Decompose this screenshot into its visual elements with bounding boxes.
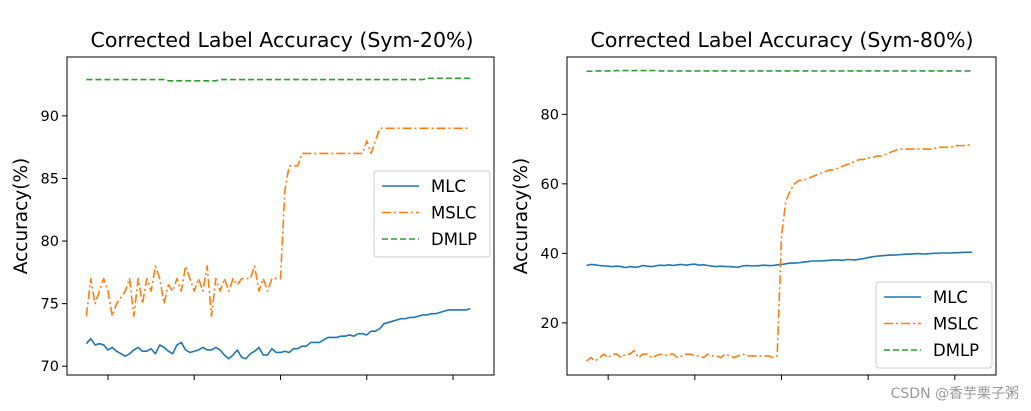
legend: MLC MSLC DMLP bbox=[373, 170, 491, 258]
chart-title: Corrected Label Accuracy (Sym-20%) bbox=[91, 28, 474, 52]
chart-sym-80: Corrected Label Accuracy (Sym-80%) Accura… bbox=[511, 28, 997, 380]
y-axis-label: Accuracy(%) bbox=[11, 158, 32, 274]
y-tick-label: 75 bbox=[41, 297, 59, 313]
legend-label-mslc: MSLC bbox=[431, 204, 476, 223]
chart-sym-20: Corrected Label Accuracy (Sym-20%) Accura… bbox=[11, 28, 495, 380]
y-tick-label: 80 bbox=[541, 107, 559, 123]
y-tick-label: 90 bbox=[41, 109, 59, 125]
y-axis-label: Accuracy(%) bbox=[511, 158, 532, 274]
y-tick-label: 40 bbox=[541, 246, 559, 262]
series-line-mlc bbox=[85, 307, 471, 360]
legend: MLC MSLC DMLP bbox=[875, 281, 993, 369]
y-tick-label: 80 bbox=[41, 234, 59, 250]
y-tick-label: 85 bbox=[41, 171, 59, 187]
legend-box bbox=[373, 170, 491, 258]
y-tick-label: 70 bbox=[41, 359, 59, 375]
legend-label-mslc: MSLC bbox=[933, 315, 978, 334]
watermark-text: CSDN @香芋栗子粥 bbox=[890, 386, 1019, 402]
y-tick-label: 20 bbox=[541, 316, 559, 332]
series-group bbox=[585, 69, 973, 362]
series-line-mslc bbox=[585, 143, 973, 362]
legend-label-dmlp: DMLP bbox=[933, 341, 979, 360]
legend-label-dmlp: DMLP bbox=[431, 230, 477, 249]
legend-label-mlc: MLC bbox=[933, 288, 968, 307]
series-line-dmlp bbox=[586, 69, 973, 73]
legend-label-mlc: MLC bbox=[431, 177, 466, 196]
legend-box bbox=[875, 281, 993, 369]
series-line-mlc bbox=[586, 251, 973, 269]
series-line-mslc bbox=[85, 127, 471, 317]
y-tick-label: 60 bbox=[541, 177, 559, 193]
chart-title: Corrected Label Accuracy (Sym-80%) bbox=[591, 28, 974, 52]
series-line-dmlp bbox=[86, 77, 471, 82]
series-group bbox=[85, 77, 471, 360]
